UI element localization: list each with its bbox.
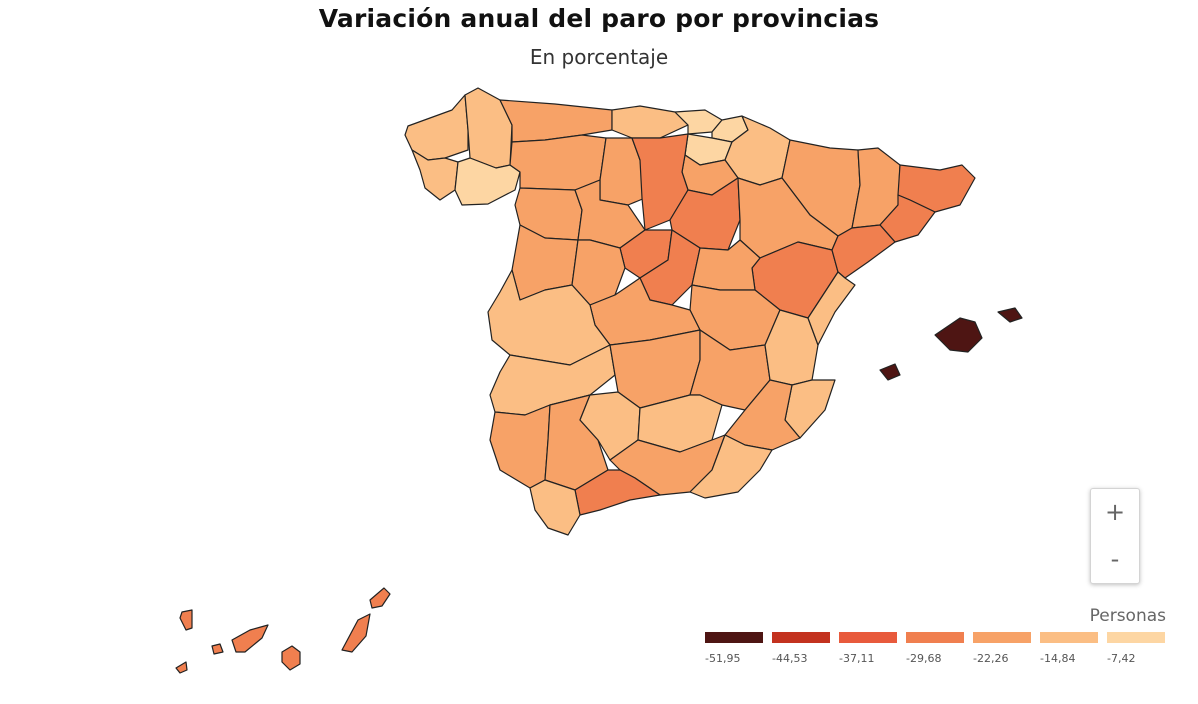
province-cadiz[interactable] <box>529 479 581 536</box>
zoom-in-button[interactable]: + <box>1104 498 1126 526</box>
province-las-palmas-fuerteventura[interactable] <box>341 613 371 653</box>
province-santa-cruz-la-gomera[interactable] <box>211 643 224 655</box>
province-castellon[interactable] <box>807 271 856 346</box>
map-title: Variación anual del paro por provincias <box>318 4 880 33</box>
legend-title: Personas <box>1089 606 1166 626</box>
legend-swatch <box>973 632 1031 643</box>
province-santa-cruz-la-palma[interactable] <box>179 609 193 631</box>
province-a-coruna[interactable] <box>404 94 469 161</box>
legend-label: -22,26 <box>973 652 1009 665</box>
province-barcelona[interactable] <box>879 194 936 243</box>
province-santa-cruz-tenerife[interactable] <box>231 624 269 653</box>
legend-label: -44,53 <box>772 652 808 665</box>
legend-swatch <box>1040 632 1098 643</box>
legend-label: -14,84 <box>1040 652 1076 665</box>
province-asturias[interactable] <box>499 99 613 143</box>
legend-swatch <box>772 632 830 643</box>
province-santa-cruz-el-hierro[interactable] <box>175 661 188 674</box>
legend: -51,95 -44,53 -37,11 -29,68 -22,26 -14,8… <box>705 632 1165 672</box>
province-albacete[interactable] <box>689 329 771 411</box>
province-malaga[interactable] <box>574 469 661 516</box>
legend-swatch <box>839 632 897 643</box>
province-illes-balears-ibiza[interactable] <box>879 363 901 381</box>
zoom-out-button[interactable]: - <box>1110 545 1120 573</box>
legend-label: -29,68 <box>906 652 942 665</box>
legend-label: -37,11 <box>839 652 875 665</box>
province-almeria[interactable] <box>689 434 773 499</box>
legend-swatch <box>906 632 964 643</box>
legend-label: -7,42 <box>1107 652 1136 665</box>
province-huelva[interactable] <box>489 404 551 489</box>
province-las-palmas-gran-canaria[interactable] <box>281 645 301 671</box>
province-illes-balears-mallorca[interactable] <box>934 317 983 353</box>
legend-label: -51,95 <box>705 652 741 665</box>
legend-swatch <box>705 632 763 643</box>
province-cantabria[interactable] <box>611 105 689 139</box>
map-subtitle: En porcentaje <box>529 45 669 69</box>
province-illes-balears-menorca[interactable] <box>997 307 1023 323</box>
province-ourense[interactable] <box>454 157 521 206</box>
province-las-palmas-lanzarote[interactable] <box>369 587 391 609</box>
zoom-control: + - <box>1090 488 1140 584</box>
legend-swatch <box>1107 632 1165 643</box>
province-leon[interactable] <box>509 134 607 191</box>
